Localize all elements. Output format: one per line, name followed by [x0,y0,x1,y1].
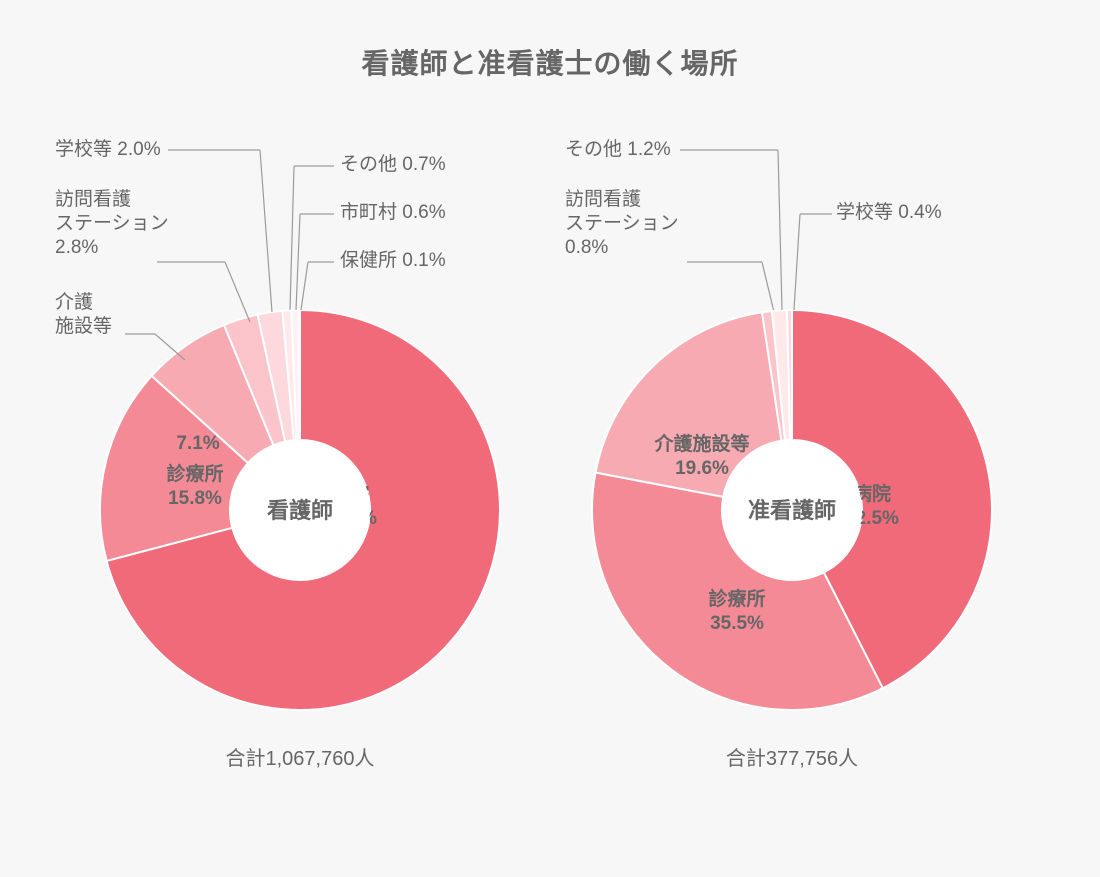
leader-line [155,334,185,360]
slice-label: 診療所 [708,587,765,610]
callout-text: 保健所 0.1% [340,249,446,271]
callout-text: 学校等 0.4% [836,201,942,223]
center-label-assistant-nurse: 准看護師 [748,498,836,523]
callout-text: その他 1.2% [565,138,671,160]
leader-line [225,262,250,322]
slice-pct: 19.6% [675,458,729,479]
total-label-assistant: 合計377,756人 [672,742,912,771]
leader-line [778,150,782,310]
callout-text: ステーション [55,213,169,234]
slice-label: 診療所 [166,462,223,485]
leader-line [296,214,300,310]
charts-svg: 病院70.9%診療所15.8%7.1%介護施設等訪問看護ステーション2.8%学校… [0,0,1100,877]
callout-text: 訪問看護 [565,188,641,210]
callout-text: 訪問看護 [55,188,131,210]
leader-line [301,262,308,310]
center-label-nurse: 看護師 [267,498,333,523]
slice-label: 介護施設等 [653,432,749,455]
donut-nurse: 病院70.9%診療所15.8%7.1%介護施設等訪問看護ステーション2.8%学校… [55,138,500,710]
callout-text: その他 0.7% [340,153,446,175]
chart-container: 看護師と准看護士の働く場所 病院70.9%診療所15.8%7.1%介護施設等訪問… [0,0,1100,877]
leader-line [260,150,272,312]
slice-pct: 7.1% [176,433,219,454]
slice-pct: 35.5% [710,613,764,634]
callout-text: 施設等 [55,315,112,337]
leader-line [794,214,800,310]
leader-line [290,166,294,310]
callout-text: 市町村 0.6% [340,201,446,223]
slice-nurse-7 [299,310,300,440]
leader-line [762,262,774,312]
total-label-nurse: 合計1,067,760人 [180,742,420,771]
callout-text: 介護 [55,291,93,313]
donut-assistant-nurse: 病院42.5%診療所35.5%介護施設等19.6%訪問看護ステーション0.8%そ… [565,138,992,710]
callout-text: ステーション [565,213,679,234]
slice-pct: 15.8% [168,488,222,509]
callout-text: 0.8% [565,237,608,258]
callout-text: 学校等 2.0% [55,138,161,160]
callout-text: 2.8% [55,237,98,258]
